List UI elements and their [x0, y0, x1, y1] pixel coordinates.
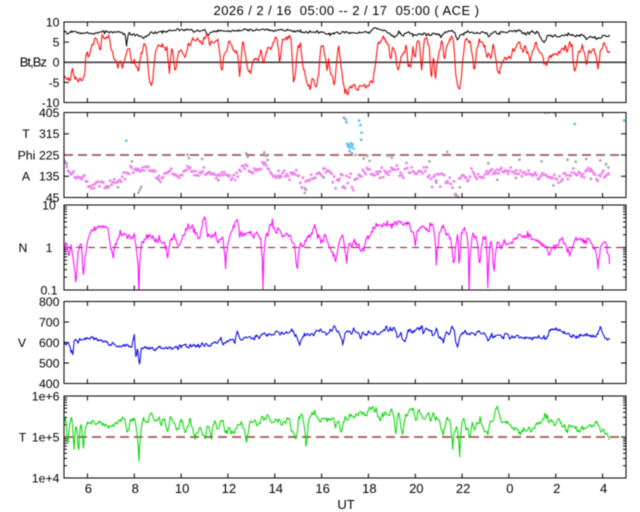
scatter-a-phi	[64, 112, 610, 198]
y-tick-label-v: 800	[39, 295, 60, 309]
y-tick-label-t: 1e+6	[32, 389, 60, 403]
y-tick-label-n: 0.1	[40, 283, 57, 297]
x-tick-label: 10	[175, 481, 189, 496]
y-tick-label-b: -10	[42, 96, 60, 110]
y-tick-label-b: 0	[53, 56, 60, 70]
panel-label-t: T	[22, 127, 30, 141]
panel-frame-phi	[63, 112, 627, 198]
y-tick-label-phi: 405	[39, 106, 60, 120]
series-n-n	[64, 216, 611, 291]
y-tick-label-n: 1	[46, 241, 53, 255]
panel-label-btbz: Bt,Bz	[20, 55, 47, 70]
series-bz-b	[64, 32, 611, 95]
x-tick-label: 14	[269, 481, 283, 496]
panel-frame-n	[63, 204, 627, 291]
x-tick-label: 16	[315, 481, 329, 496]
x-tick-label: 2	[553, 481, 560, 496]
panel-frame-v	[63, 301, 627, 384]
y-tick-label-phi: 45	[46, 191, 60, 205]
y-tick-label-phi: 135	[39, 170, 60, 184]
x-tick-label: 0	[506, 481, 513, 496]
y-tick-label-v: 600	[39, 336, 60, 350]
panel-label-n: N	[19, 241, 28, 255]
x-tick-label: 8	[132, 481, 139, 496]
panel-frame-b	[63, 21, 627, 103]
y-tick-label-v: 400	[39, 377, 60, 391]
y-tick-label-b: 5	[53, 36, 60, 50]
y-tick-label-t: 1e+5	[32, 430, 60, 444]
y-tick-label-v: 700	[39, 315, 60, 329]
series-bt-b	[64, 27, 611, 47]
scatter-t-phi	[124, 117, 626, 153]
y-tick-label-n: 10	[42, 198, 56, 212]
plot-title: 2026 / 2 / 16 05:00 -- 2 / 17 05:00 ( AC…	[213, 3, 480, 18]
panel-label-t: T	[19, 430, 27, 444]
panel-label-v: V	[18, 336, 27, 350]
y-tick-label-phi: 315	[39, 127, 60, 141]
x-tick-label: 18	[362, 481, 376, 496]
series-v-v	[64, 325, 610, 365]
y-tick-label-b: -5	[49, 76, 60, 90]
panel-frame-t	[63, 395, 627, 479]
x-tick-label: 6	[85, 481, 92, 496]
x-tick-label: 20	[409, 481, 423, 496]
x-tick-label: 4	[600, 481, 607, 496]
panel-label-phi: Phi	[18, 148, 36, 162]
panel-label-a: A	[22, 170, 31, 184]
y-tick-label-t: 1e+4	[32, 471, 60, 485]
x-tick-label: 12	[222, 481, 236, 496]
scatter-phi-phi	[64, 158, 611, 198]
x-axis-label: UT	[337, 497, 354, 512]
y-tick-label-v: 500	[39, 356, 60, 370]
x-tick-label: 22	[456, 481, 470, 496]
y-tick-label-b: 10	[46, 15, 60, 29]
series-t-t	[64, 405, 611, 462]
y-tick-label-phi: 225	[39, 148, 60, 162]
